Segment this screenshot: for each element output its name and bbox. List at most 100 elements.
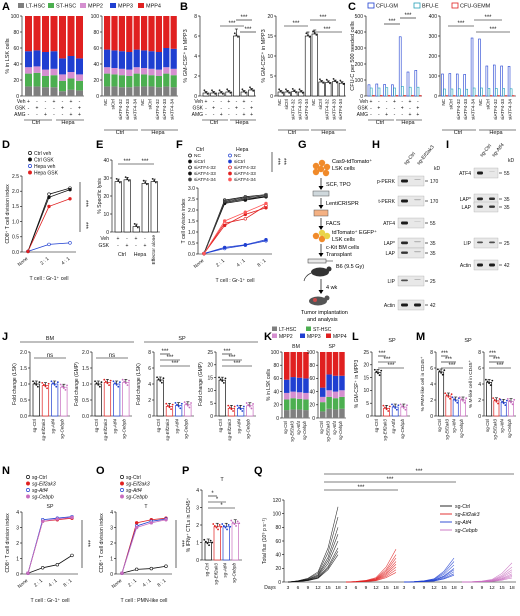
j-dot — [99, 386, 101, 388]
q-tick-label: 60 — [275, 539, 281, 545]
l-dot — [374, 369, 376, 371]
e-dot — [128, 180, 130, 182]
j1-tick-label: 1.5 — [82, 366, 89, 372]
b-right-sig3-label: *** — [323, 27, 331, 33]
q-xtick: 9 — [423, 585, 426, 591]
a-bar-segment — [76, 74, 83, 80]
k-sp-segment — [333, 409, 339, 418]
q-legend-label: sg-Atf4 — [455, 520, 472, 526]
a-bar-segment — [59, 58, 66, 74]
a-bar-segment — [34, 66, 41, 72]
o-legend-marker — [120, 495, 123, 498]
e-tick-label: 0 — [106, 230, 109, 236]
c-right-bar — [449, 74, 451, 96]
e-sign: - — [117, 243, 119, 249]
c-left-sign: - — [409, 106, 411, 112]
a-bar-segment — [25, 86, 32, 96]
d-sig-label: *** — [82, 200, 88, 208]
a-bar-segment — [42, 52, 49, 70]
b-left-dot — [252, 90, 254, 92]
p-dot — [228, 524, 230, 526]
f-sig-label2: *** — [280, 158, 286, 166]
a-legend-label: MPP3 — [118, 4, 133, 10]
k-bm-xtick: sg-Ctrl — [283, 421, 288, 434]
f-legend-marker — [189, 154, 192, 157]
j-dot — [107, 382, 109, 384]
p-bar — [232, 523, 239, 560]
p-dot — [211, 542, 213, 544]
a-right-bar-segment — [148, 51, 154, 69]
a-right-tick-label: 40 — [93, 62, 99, 68]
b-left-row-label: Veh — [194, 99, 203, 105]
b-right-dot — [281, 92, 283, 94]
a-right-bar-segment — [148, 86, 154, 96]
a-left-sign: - — [28, 112, 30, 118]
b-left-dot — [236, 34, 238, 36]
f-tick-label: 0.5 — [188, 241, 195, 247]
f-legend-label: siATF4-34 — [194, 177, 216, 183]
a-bar-segment — [68, 16, 75, 56]
c-left-bar — [368, 85, 370, 96]
n-xlabel: T cell : Gr-1⁺ cell — [31, 598, 70, 604]
k-bm-segment — [290, 392, 296, 399]
c-left-bar — [407, 72, 409, 96]
i-lane-label: sg-Ctrl — [479, 143, 493, 158]
d-xtick: 4 : 1 — [60, 256, 71, 267]
c-right-tick-label: 100 — [429, 74, 438, 80]
a-right-bar-segment — [163, 86, 169, 96]
b-right-bar — [305, 36, 311, 96]
j-dot — [52, 382, 54, 384]
b-left-sign: - — [205, 112, 207, 118]
b-right-dot — [314, 32, 316, 34]
c-left-sign: + — [416, 112, 419, 118]
k-sp-segment — [333, 392, 339, 399]
k-legend-swatch — [272, 327, 277, 332]
c-left-sign: + — [401, 106, 404, 112]
m-dot — [439, 370, 441, 372]
m0-tick-label: 0 — [430, 414, 433, 420]
b-left-sign: - — [213, 99, 215, 105]
c-group-hepa: Hepa — [401, 120, 415, 126]
k-sp-xtick: sg-Atf4 — [332, 420, 337, 434]
a-right-bar-segment — [111, 86, 117, 96]
b-right-dot — [341, 81, 343, 83]
b-left-sign: + — [250, 112, 253, 118]
b-right-xtick: siCtrl — [284, 99, 289, 109]
a-bar-segment — [34, 16, 41, 50]
g-step5: tdTomato⁺ EGFP⁺ — [332, 229, 377, 236]
j-ylabel: Fold change (GMP) — [74, 362, 80, 406]
k-bm-segment — [303, 378, 309, 393]
a-right-xtick: siATF4-34 — [170, 99, 175, 120]
j-bar — [123, 382, 130, 416]
a-tick-label: 60 — [13, 46, 19, 52]
h-lane-label: sg-Ctrl — [403, 151, 417, 166]
q-xtick: 15 — [499, 585, 505, 591]
o-series-line — [122, 566, 166, 573]
c-right-bar — [456, 74, 458, 96]
c-left-sign: + — [416, 106, 419, 112]
h-row-label: LIP — [387, 279, 395, 285]
f-legend-label: siATF4-34 — [234, 177, 256, 183]
p-xtick: sg-Eif2ak3 — [214, 563, 219, 585]
m-xtick: sg-Atf4 — [500, 418, 505, 432]
c-left-bar — [384, 84, 386, 96]
p-xtick: sg-Atf4 — [223, 563, 228, 578]
a-right-bar-segment — [171, 75, 177, 87]
d-series-point — [27, 250, 30, 253]
c-right-bar — [495, 88, 497, 96]
c-left-bar — [378, 88, 380, 96]
k-sp-segment — [326, 374, 332, 390]
c-left-sig2-label: *** — [404, 13, 412, 19]
a-bar-segment — [25, 51, 32, 67]
d-xlabel: T cell : Gr-1⁺ cell — [30, 276, 69, 282]
b-left-dot — [220, 91, 222, 93]
j-dot — [125, 382, 127, 384]
d-tick-label: 0.0 — [12, 250, 19, 256]
a-right-bar-segment — [163, 16, 169, 48]
j-dot — [37, 386, 39, 388]
p-dot — [205, 541, 207, 543]
k-bm-segment — [297, 392, 303, 399]
panel-g-workflow: Cas9-tdTomato⁺ LSK cells SCF, TPO LentiC… — [301, 158, 377, 323]
